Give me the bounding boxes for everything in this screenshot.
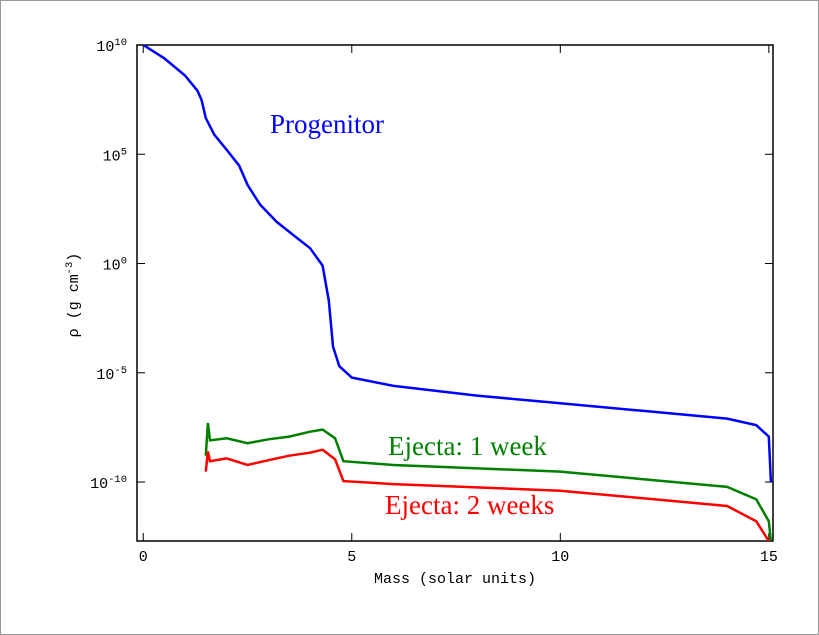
x-tick-label: 0 <box>139 549 148 566</box>
y-axis-label: ρ (g cm-3) <box>64 253 83 338</box>
series-line <box>204 448 770 541</box>
x-tick-label: 10 <box>551 549 569 566</box>
y-tick-label: 1010 <box>96 37 127 56</box>
y-tick-label: 100 <box>103 256 127 275</box>
x-axis-label: Mass (solar units) <box>374 571 536 588</box>
x-tick-label: 5 <box>347 549 356 566</box>
series-line <box>204 422 773 541</box>
y-tick-label: 10-10 <box>90 474 127 493</box>
y-tick-label: 105 <box>103 146 127 165</box>
x-tick-label: 15 <box>760 549 778 566</box>
plot-area <box>136 44 774 542</box>
lines <box>142 45 773 541</box>
series-line <box>142 45 773 483</box>
series-label: Progenitor <box>270 109 384 139</box>
series-label: Ejecta: 2 weeks <box>385 490 554 520</box>
y-tick-label: 10-5 <box>96 365 127 384</box>
series-label: Ejecta: 1 week <box>388 431 547 461</box>
